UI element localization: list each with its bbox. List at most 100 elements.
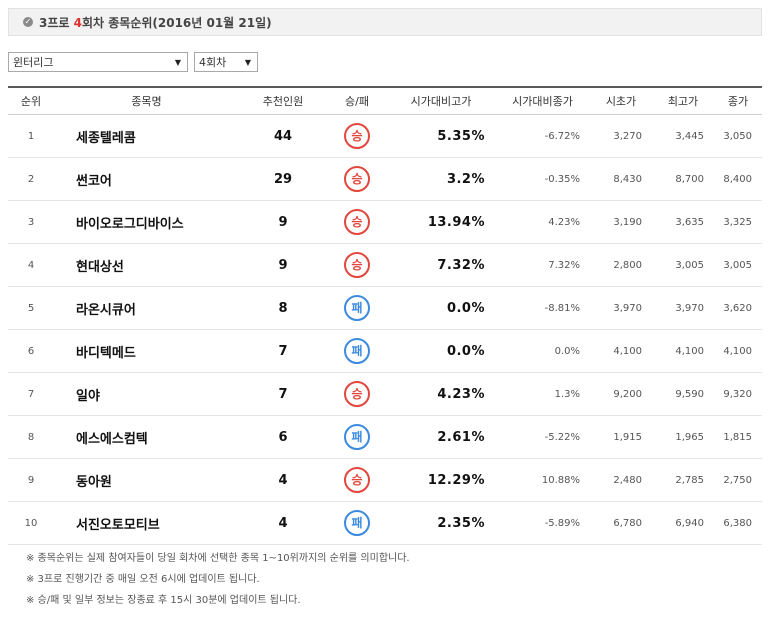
result-cell: 승 [327,372,387,416]
dropdown-arrow-icon: ▼ [244,57,251,67]
high-price: 1,965 [652,415,714,459]
close-pct: 10.88% [495,458,590,502]
lose-badge: 패 [344,424,370,450]
recommend-count: 7 [239,372,327,416]
stock-name[interactable]: 서진오토모티브 [54,501,239,545]
recommend-count: 7 [239,329,327,373]
win-badge: 승 [344,252,370,278]
result-cell: 승 [327,157,387,201]
close-price: 3,050 [714,114,762,158]
win-badge: 승 [344,467,370,493]
league-select[interactable]: 윈터리그 ▼ [8,52,188,72]
note-line: ※ 3프로 진행기간 중 매일 오전 6시에 업데이트 됩니다. [26,574,260,585]
lose-badge: 패 [344,295,370,321]
stock-name[interactable]: 썬코어 [54,157,239,201]
open-price: 1,915 [590,415,652,459]
open-price: 4,100 [590,329,652,373]
table-row: 3 바이오로그디바이스 9 승 13.94% 4.23% 3,190 3,635 3,325 [8,200,762,244]
page-title-bar: ✓ 3프로 4회차 종목순위(2016년 01월 21일) [8,8,762,36]
result-cell: 승 [327,200,387,244]
rank-cell: 1 [8,114,54,158]
stock-name[interactable]: 현대상선 [54,243,239,287]
table-row: 7 일야 7 승 4.23% 1.3% 9,200 9,590 9,320 [8,372,762,416]
close-pct: 7.32% [495,243,590,287]
high-pct: 7.32% [387,243,495,287]
result-cell: 패 [327,329,387,373]
recommend-count: 4 [239,458,327,502]
open-price: 3,190 [590,200,652,244]
close-price: 6,380 [714,501,762,545]
high-price: 3,005 [652,243,714,287]
lose-badge: 패 [344,338,370,364]
high-price: 4,100 [652,329,714,373]
high-pct: 13.94% [387,200,495,244]
result-cell: 승 [327,114,387,158]
round-select[interactable]: 4회차 ▼ [194,52,258,72]
close-price: 1,815 [714,415,762,459]
open-price: 3,970 [590,286,652,330]
rank-cell: 2 [8,157,54,201]
stock-name[interactable]: 바디텍메드 [54,329,239,373]
table-row: 6 바디텍메드 7 패 0.0% 0.0% 4,100 4,100 4,100 [8,329,762,373]
recommend-count: 4 [239,501,327,545]
close-price: 8,400 [714,157,762,201]
close-pct: -5.22% [495,415,590,459]
close-pct: -0.35% [495,157,590,201]
rank-cell: 9 [8,458,54,502]
notes: ※ 종목순위는 실제 참여자들이 당일 회차에 선택한 종목 1~10위까지의 … [26,548,410,611]
high-price: 9,590 [652,372,714,416]
stock-name[interactable]: 일야 [54,372,239,416]
col-header-name: 종목명 [54,86,239,115]
high-price: 3,445 [652,114,714,158]
page-title: 3프로 4회차 종목순위(2016년 01월 21일) [39,15,272,30]
close-pct: -5.89% [495,501,590,545]
check-circle-icon: ✓ [23,17,33,27]
result-cell: 패 [327,501,387,545]
open-price: 8,430 [590,157,652,201]
table-row: 5 라온시큐어 8 패 0.0% -8.81% 3,970 3,970 3,620 [8,286,762,330]
stock-name[interactable]: 에스에스컴텍 [54,415,239,459]
table-row: 1 세종텔레콤 44 승 5.35% -6.72% 3,270 3,445 3,050 [8,114,762,158]
high-price: 2,785 [652,458,714,502]
win-badge: 승 [344,123,370,149]
note-line: ※ 승/패 및 일부 정보는 장종료 후 15시 30분에 업데이트 됩니다. [26,595,301,606]
table-row: 2 썬코어 29 승 3.2% -0.35% 8,430 8,700 8,400 [8,157,762,201]
rank-cell: 5 [8,286,54,330]
col-header-open: 시초가 [590,86,652,115]
table-row: 8 에스에스컴텍 6 패 2.61% -5.22% 1,915 1,965 1,815 [8,415,762,459]
table-row: 9 동아원 4 승 12.29% 10.88% 2,480 2,785 2,750 [8,458,762,502]
high-pct: 0.0% [387,329,495,373]
ranking-table: 순위 종목명 추천인원 승/패 시가대비고가 시가대비종가 시초가 최고가 종가… [8,86,762,545]
open-price: 2,800 [590,243,652,287]
stock-name[interactable]: 세종텔레콤 [54,114,239,158]
rank-cell: 4 [8,243,54,287]
recommend-count: 6 [239,415,327,459]
close-price: 3,005 [714,243,762,287]
win-badge: 승 [344,209,370,235]
high-pct: 2.35% [387,501,495,545]
close-pct: 1.3% [495,372,590,416]
rank-cell: 3 [8,200,54,244]
high-price: 8,700 [652,157,714,201]
high-price: 3,970 [652,286,714,330]
filter-bar: 윈터리그 ▼ 4회차 ▼ [8,52,258,72]
close-price: 3,325 [714,200,762,244]
open-price: 3,270 [590,114,652,158]
recommend-count: 8 [239,286,327,330]
stock-name[interactable]: 동아원 [54,458,239,502]
high-pct: 4.23% [387,372,495,416]
rank-cell: 7 [8,372,54,416]
high-pct: 12.29% [387,458,495,502]
stock-name[interactable]: 라온시큐어 [54,286,239,330]
close-pct: -8.81% [495,286,590,330]
col-header-recommend: 추천인원 [239,86,327,115]
rank-cell: 10 [8,501,54,545]
close-pct: -6.72% [495,114,590,158]
result-cell: 승 [327,243,387,287]
recommend-count: 9 [239,200,327,244]
stock-name[interactable]: 바이오로그디바이스 [54,200,239,244]
table-header-row: 순위 종목명 추천인원 승/패 시가대비고가 시가대비종가 시초가 최고가 종가 [8,86,762,115]
win-badge: 승 [344,166,370,192]
col-header-rank: 순위 [8,86,54,115]
col-header-result: 승/패 [327,86,387,115]
